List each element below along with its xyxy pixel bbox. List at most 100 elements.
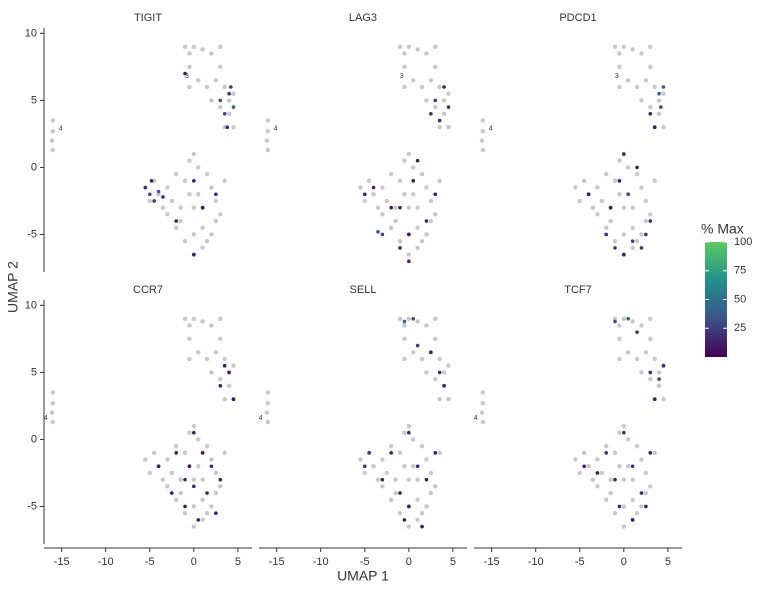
background-cell bbox=[191, 232, 197, 237]
expressing-cell bbox=[639, 491, 644, 495]
expressing-cell bbox=[380, 477, 385, 482]
background-cell bbox=[406, 477, 412, 482]
background-cell bbox=[415, 319, 420, 324]
background-cell bbox=[599, 198, 604, 204]
expressing-cell bbox=[411, 316, 416, 321]
background-cell bbox=[222, 356, 227, 362]
background-cell bbox=[617, 356, 622, 362]
background-cell bbox=[648, 212, 653, 217]
background-cell bbox=[362, 470, 367, 476]
background-cell bbox=[402, 51, 407, 56]
background-cell bbox=[643, 470, 649, 476]
background-cell bbox=[428, 218, 434, 224]
background-cell bbox=[639, 504, 644, 509]
background-cell bbox=[213, 490, 219, 496]
background-cell bbox=[437, 84, 442, 90]
background-cell bbox=[165, 457, 170, 462]
expressing-cell bbox=[613, 477, 617, 482]
background-cell bbox=[393, 218, 398, 224]
colorbar-tick-label: 50 bbox=[734, 293, 746, 305]
x-tick-label: -15 bbox=[484, 556, 500, 568]
background-cell bbox=[49, 138, 55, 143]
background-cell bbox=[209, 51, 214, 56]
background-cell bbox=[661, 91, 666, 96]
background-cell bbox=[419, 238, 425, 244]
background-cell bbox=[371, 464, 376, 469]
background-cell bbox=[419, 510, 425, 516]
expressing-cell bbox=[218, 477, 223, 482]
background-cell bbox=[50, 118, 56, 123]
background-cell bbox=[621, 504, 627, 509]
background-cell bbox=[209, 323, 214, 328]
expressing-cell bbox=[169, 491, 174, 495]
expressing-cell bbox=[424, 477, 429, 482]
expressing-cell bbox=[407, 259, 411, 264]
background-cell bbox=[265, 129, 271, 134]
background-cell bbox=[218, 376, 223, 382]
expressing-cell bbox=[222, 112, 227, 116]
background-cell bbox=[226, 383, 232, 389]
background-cell bbox=[165, 212, 170, 217]
expressing-cell bbox=[371, 185, 376, 190]
background-cell bbox=[419, 171, 425, 177]
background-cell bbox=[147, 470, 152, 476]
background-cell bbox=[608, 490, 613, 496]
background-cell bbox=[612, 510, 618, 516]
background-cell bbox=[358, 457, 363, 462]
background-cell bbox=[218, 104, 223, 110]
x-tick-label: -10 bbox=[313, 556, 329, 568]
background-cell bbox=[656, 111, 662, 117]
background-cell bbox=[389, 497, 394, 502]
y-tick-label: -5 bbox=[27, 500, 37, 512]
background-cell bbox=[169, 198, 174, 204]
expressing-cell bbox=[415, 158, 420, 163]
expressing-cell bbox=[218, 384, 223, 388]
expressing-cell bbox=[147, 192, 152, 197]
background-cell bbox=[617, 192, 622, 197]
background-cell bbox=[178, 490, 183, 496]
background-cell bbox=[165, 484, 170, 489]
background-cell bbox=[264, 138, 270, 143]
background-cell bbox=[200, 497, 205, 502]
background-cell bbox=[652, 450, 657, 456]
background-cell bbox=[581, 450, 587, 456]
background-cell bbox=[652, 356, 657, 362]
background-cell bbox=[480, 401, 486, 406]
expressing-cell bbox=[149, 179, 154, 183]
x-tick-label: 5 bbox=[450, 556, 456, 568]
expressing-cell bbox=[407, 430, 411, 435]
expressing-cell bbox=[192, 179, 196, 183]
background-cell bbox=[406, 252, 412, 257]
expressing-cell bbox=[446, 105, 451, 109]
background-cell bbox=[406, 151, 412, 157]
background-cell bbox=[406, 423, 412, 429]
background-cell bbox=[222, 450, 227, 456]
background-cell bbox=[50, 390, 56, 395]
background-cell bbox=[196, 192, 201, 197]
background-cell bbox=[187, 192, 192, 197]
background-cell bbox=[182, 316, 188, 321]
background-cell bbox=[573, 457, 578, 462]
expressing-cell bbox=[648, 112, 653, 116]
background-cell bbox=[626, 165, 631, 170]
background-cell bbox=[621, 316, 627, 321]
expressing-cell bbox=[196, 518, 201, 522]
background-cell bbox=[428, 198, 434, 204]
background-cell bbox=[191, 423, 197, 429]
background-cell bbox=[218, 316, 223, 321]
background-cell bbox=[480, 129, 486, 134]
x-axis-label: UMAP 1 bbox=[337, 568, 389, 584]
background-cell bbox=[196, 350, 201, 355]
cluster-label: 4 bbox=[59, 125, 63, 132]
background-cell bbox=[441, 370, 447, 375]
background-cell bbox=[648, 336, 653, 342]
expressing-cell bbox=[183, 477, 187, 482]
x-tick-label: -10 bbox=[98, 556, 114, 568]
background-cell bbox=[590, 205, 596, 210]
background-cell bbox=[204, 510, 210, 516]
background-cell bbox=[231, 363, 236, 368]
background-cell bbox=[428, 470, 434, 476]
background-cell bbox=[375, 477, 381, 482]
expressing-cell bbox=[362, 192, 367, 197]
background-cell bbox=[419, 356, 425, 362]
